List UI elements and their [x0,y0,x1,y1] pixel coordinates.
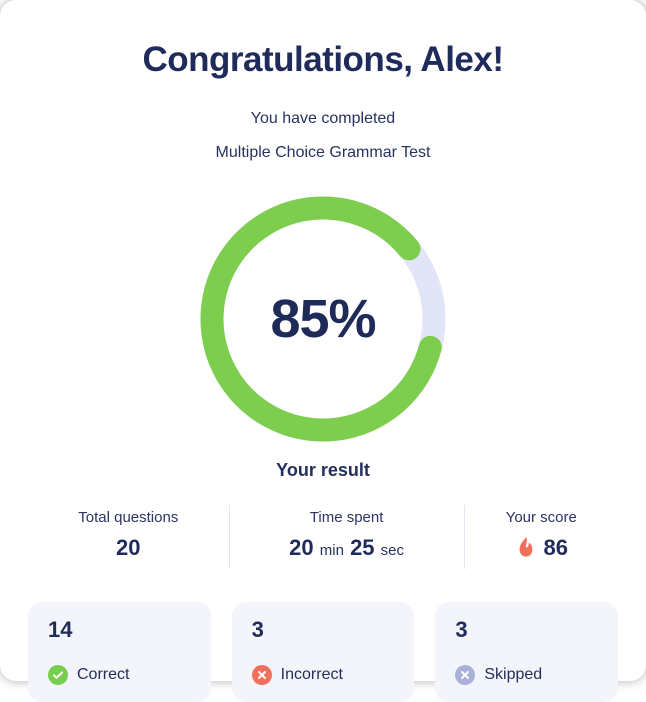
score-value-row: 86 [465,535,618,561]
stat-value: 20 min 25 sec [230,535,464,561]
cross-circle-icon [455,665,476,685]
tile-status-row: Incorrect [251,665,395,685]
stats-row: Total questions 20 Time spent 20 min 25 … [28,501,618,579]
stat-total-questions: Total questions 20 [28,505,229,569]
progress-percent: 85% [270,289,376,349]
time-minutes-unit: min [319,542,344,559]
score-number: 86 [543,535,569,560]
tile-count: 3 [251,617,264,642]
tile-incorrect: 3 Incorrect [231,602,415,702]
header: Congratulations, Alex! You have complete… [0,0,646,170]
tile-count: 14 [48,617,73,642]
check-circle-icon [48,665,68,685]
stat-your-score: Your score 86 [465,505,618,569]
subtitle-line-2: Multiple Choice Grammar Test [215,144,431,161]
tile-label: Incorrect [280,666,343,683]
stat-label: Your score [505,509,577,526]
time-seconds-unit: sec [380,542,405,559]
tile-skipped: 3 Skipped [435,602,619,702]
page-title: Congratulations, Alex! [142,40,504,79]
time-seconds: 25 [350,535,375,560]
subtitle-line-1: You have completed [250,110,396,127]
tile-status-row: Correct [48,665,191,685]
progress-ring-svg [200,196,446,442]
result-caption: Your result [276,460,370,480]
progress-ring: 85% [198,194,448,444]
completion-subtitle: You have completed Multiple Choice Gramm… [0,102,646,170]
stat-value: 20 [116,535,141,560]
time-minutes: 20 [289,535,314,560]
summary-tiles: 14 Correct 3 Incorrect 3 [28,602,619,702]
stat-label: Time spent [309,509,384,526]
tile-label: Skipped [484,666,543,683]
cross-circle-icon [251,665,272,685]
tile-count: 3 [455,617,468,642]
stat-time-spent: Time spent 20 min 25 sec [228,505,465,569]
tile-status-row: Skipped [455,665,598,685]
stat-label: Total questions [78,509,179,526]
tile-label: Correct [77,666,130,683]
tile-correct: 14 Correct [28,602,211,702]
flame-icon [519,537,532,557]
ring-progress-arc [200,196,446,442]
